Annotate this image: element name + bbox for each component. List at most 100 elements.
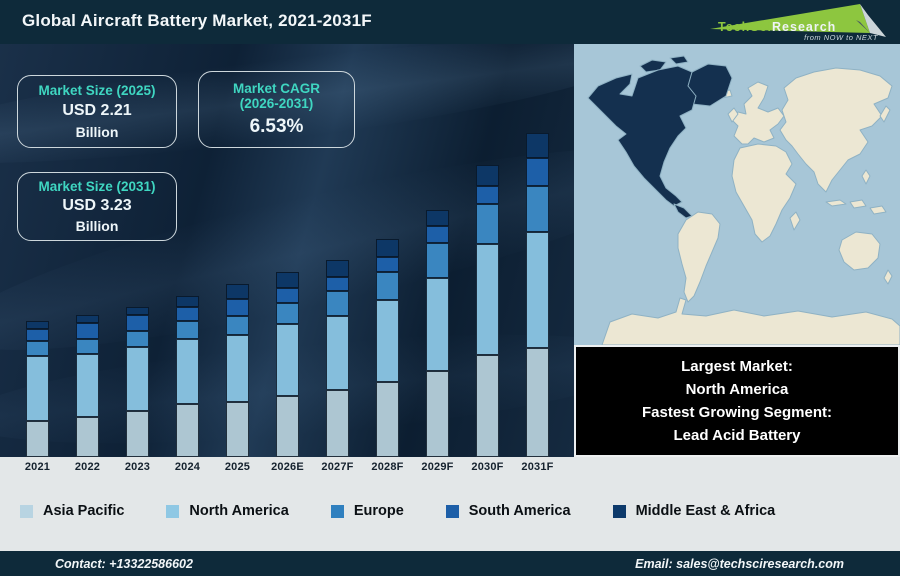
bar-segment — [476, 244, 499, 355]
legend-swatch-icon — [445, 504, 459, 518]
bar-segment — [476, 355, 499, 457]
map-uk — [727, 107, 739, 123]
map-madagascar — [789, 211, 801, 231]
bar-2023 — [126, 307, 149, 457]
stat-title-line1: Market CAGR — [232, 80, 321, 96]
bar-segment — [226, 402, 249, 457]
x-axis-label: 2031F — [521, 461, 554, 473]
bar-segment — [176, 307, 199, 321]
callout-line1: Largest Market: — [681, 357, 793, 375]
bar-segment — [476, 165, 499, 186]
legend-item: Middle East & Africa — [612, 503, 776, 519]
bar-segment — [426, 278, 449, 371]
x-axis-label: 2023 — [124, 461, 151, 473]
stat-value: USD 3.23 — [62, 197, 132, 215]
x-axis-label: 2030F — [471, 461, 504, 473]
chart-legend: Asia Pacific North America Europe South Ame… — [20, 503, 775, 519]
map-new-zealand — [883, 269, 893, 285]
legend-swatch-icon — [330, 504, 344, 518]
logo-brand-secondary: Research — [772, 20, 837, 34]
legend-label: Europe — [353, 503, 404, 519]
bar-segment — [426, 210, 449, 226]
legend-label: North America — [189, 503, 289, 519]
bar-segment — [376, 272, 399, 300]
map-north-america-highlight — [587, 65, 697, 207]
bar-segment — [26, 421, 49, 457]
logo-brand-primary: TechSci — [718, 20, 773, 34]
bar-segment — [526, 186, 549, 232]
bar-segment — [426, 226, 449, 243]
bar-segment — [526, 133, 549, 158]
bar-2029F — [426, 210, 449, 457]
map-indonesia — [825, 199, 847, 207]
bar-2028F — [376, 239, 399, 457]
footer-email: Email: sales@techsciresearch.com — [635, 556, 844, 571]
stat-title: Market Size (2025) — [38, 83, 156, 99]
world-map-svg — [574, 44, 900, 346]
map-arctic-islands-highlight — [669, 55, 689, 65]
page-title: Global Aircraft Battery Market, 2021-203… — [22, 11, 372, 30]
bar-2021 — [26, 321, 49, 457]
bar-segment — [526, 158, 549, 186]
map-antarctica — [601, 297, 900, 346]
bar-2022 — [76, 315, 99, 457]
map-indonesia — [849, 199, 867, 209]
x-axis-label: 2025 — [224, 461, 251, 473]
bar-segment — [76, 323, 99, 339]
bar-segment — [226, 284, 249, 299]
bar-segment — [126, 347, 149, 411]
legend-item: Asia Pacific — [20, 503, 124, 519]
bar-segment — [276, 288, 299, 303]
callout-line2: North America — [685, 380, 789, 398]
bar-segment — [276, 303, 299, 324]
bar-segment — [276, 324, 299, 396]
logo-tagline: from NOW to NEXT — [804, 33, 878, 42]
footer-contact: Contact: +13322586602 — [55, 556, 193, 571]
bar-2024 — [176, 296, 199, 457]
bar-segment — [126, 315, 149, 331]
legend-label: Middle East & Africa — [635, 503, 776, 519]
map-arctic-islands-highlight — [639, 59, 667, 73]
stat-unit: Billion — [75, 217, 119, 234]
bar-segment — [276, 396, 299, 457]
x-axis-label: 2029F — [421, 461, 454, 473]
stat-unit: Billion — [75, 123, 119, 140]
bar-segment — [526, 232, 549, 348]
bar-segment — [176, 404, 199, 457]
bar-2031F — [526, 133, 549, 457]
bar-segment — [426, 243, 449, 278]
bar-segment — [76, 354, 99, 417]
bar-chart — [0, 44, 574, 457]
chart-panel: Market Size (2025) USD 2.21 Billion Mark… — [0, 44, 574, 457]
logo-text: TechSciResearch — [718, 20, 836, 34]
stat-value: 6.53% — [249, 116, 304, 138]
x-axis: 2021 2022 2023 2024 2025 2026E 2027F 2028F 2029F… — [0, 457, 574, 477]
bar-segment — [76, 339, 99, 354]
bar-segment — [26, 329, 49, 341]
bar-segment — [326, 316, 349, 390]
legend-item: South America — [445, 503, 571, 519]
x-axis-label: 2026E — [271, 461, 304, 473]
bar-segment — [276, 272, 299, 288]
bar-2030F — [476, 165, 499, 457]
bar-segment — [376, 300, 399, 382]
bar-segment — [326, 277, 349, 291]
bar-segment — [376, 257, 399, 272]
footer-bar: Contact: +13322586602 Email: sales@techs… — [0, 551, 900, 576]
bar-segment — [126, 307, 149, 315]
callout-line3: Fastest Growing Segment: — [641, 404, 833, 421]
callout-line4: Lead Acid Battery — [673, 427, 801, 445]
bar-segment — [326, 291, 349, 316]
map-africa — [731, 143, 797, 243]
world-map — [574, 44, 900, 346]
legend-swatch-icon — [166, 504, 180, 518]
logo-arrow-icon — [710, 4, 886, 37]
map-japan — [879, 105, 891, 123]
x-axis-label: 2024 — [174, 461, 201, 473]
bar-2027F — [326, 260, 349, 457]
bar-segment — [76, 315, 99, 323]
bar-segment — [126, 331, 149, 347]
x-axis-label: 2022 — [74, 461, 101, 473]
legend-item: Europe — [330, 503, 404, 519]
